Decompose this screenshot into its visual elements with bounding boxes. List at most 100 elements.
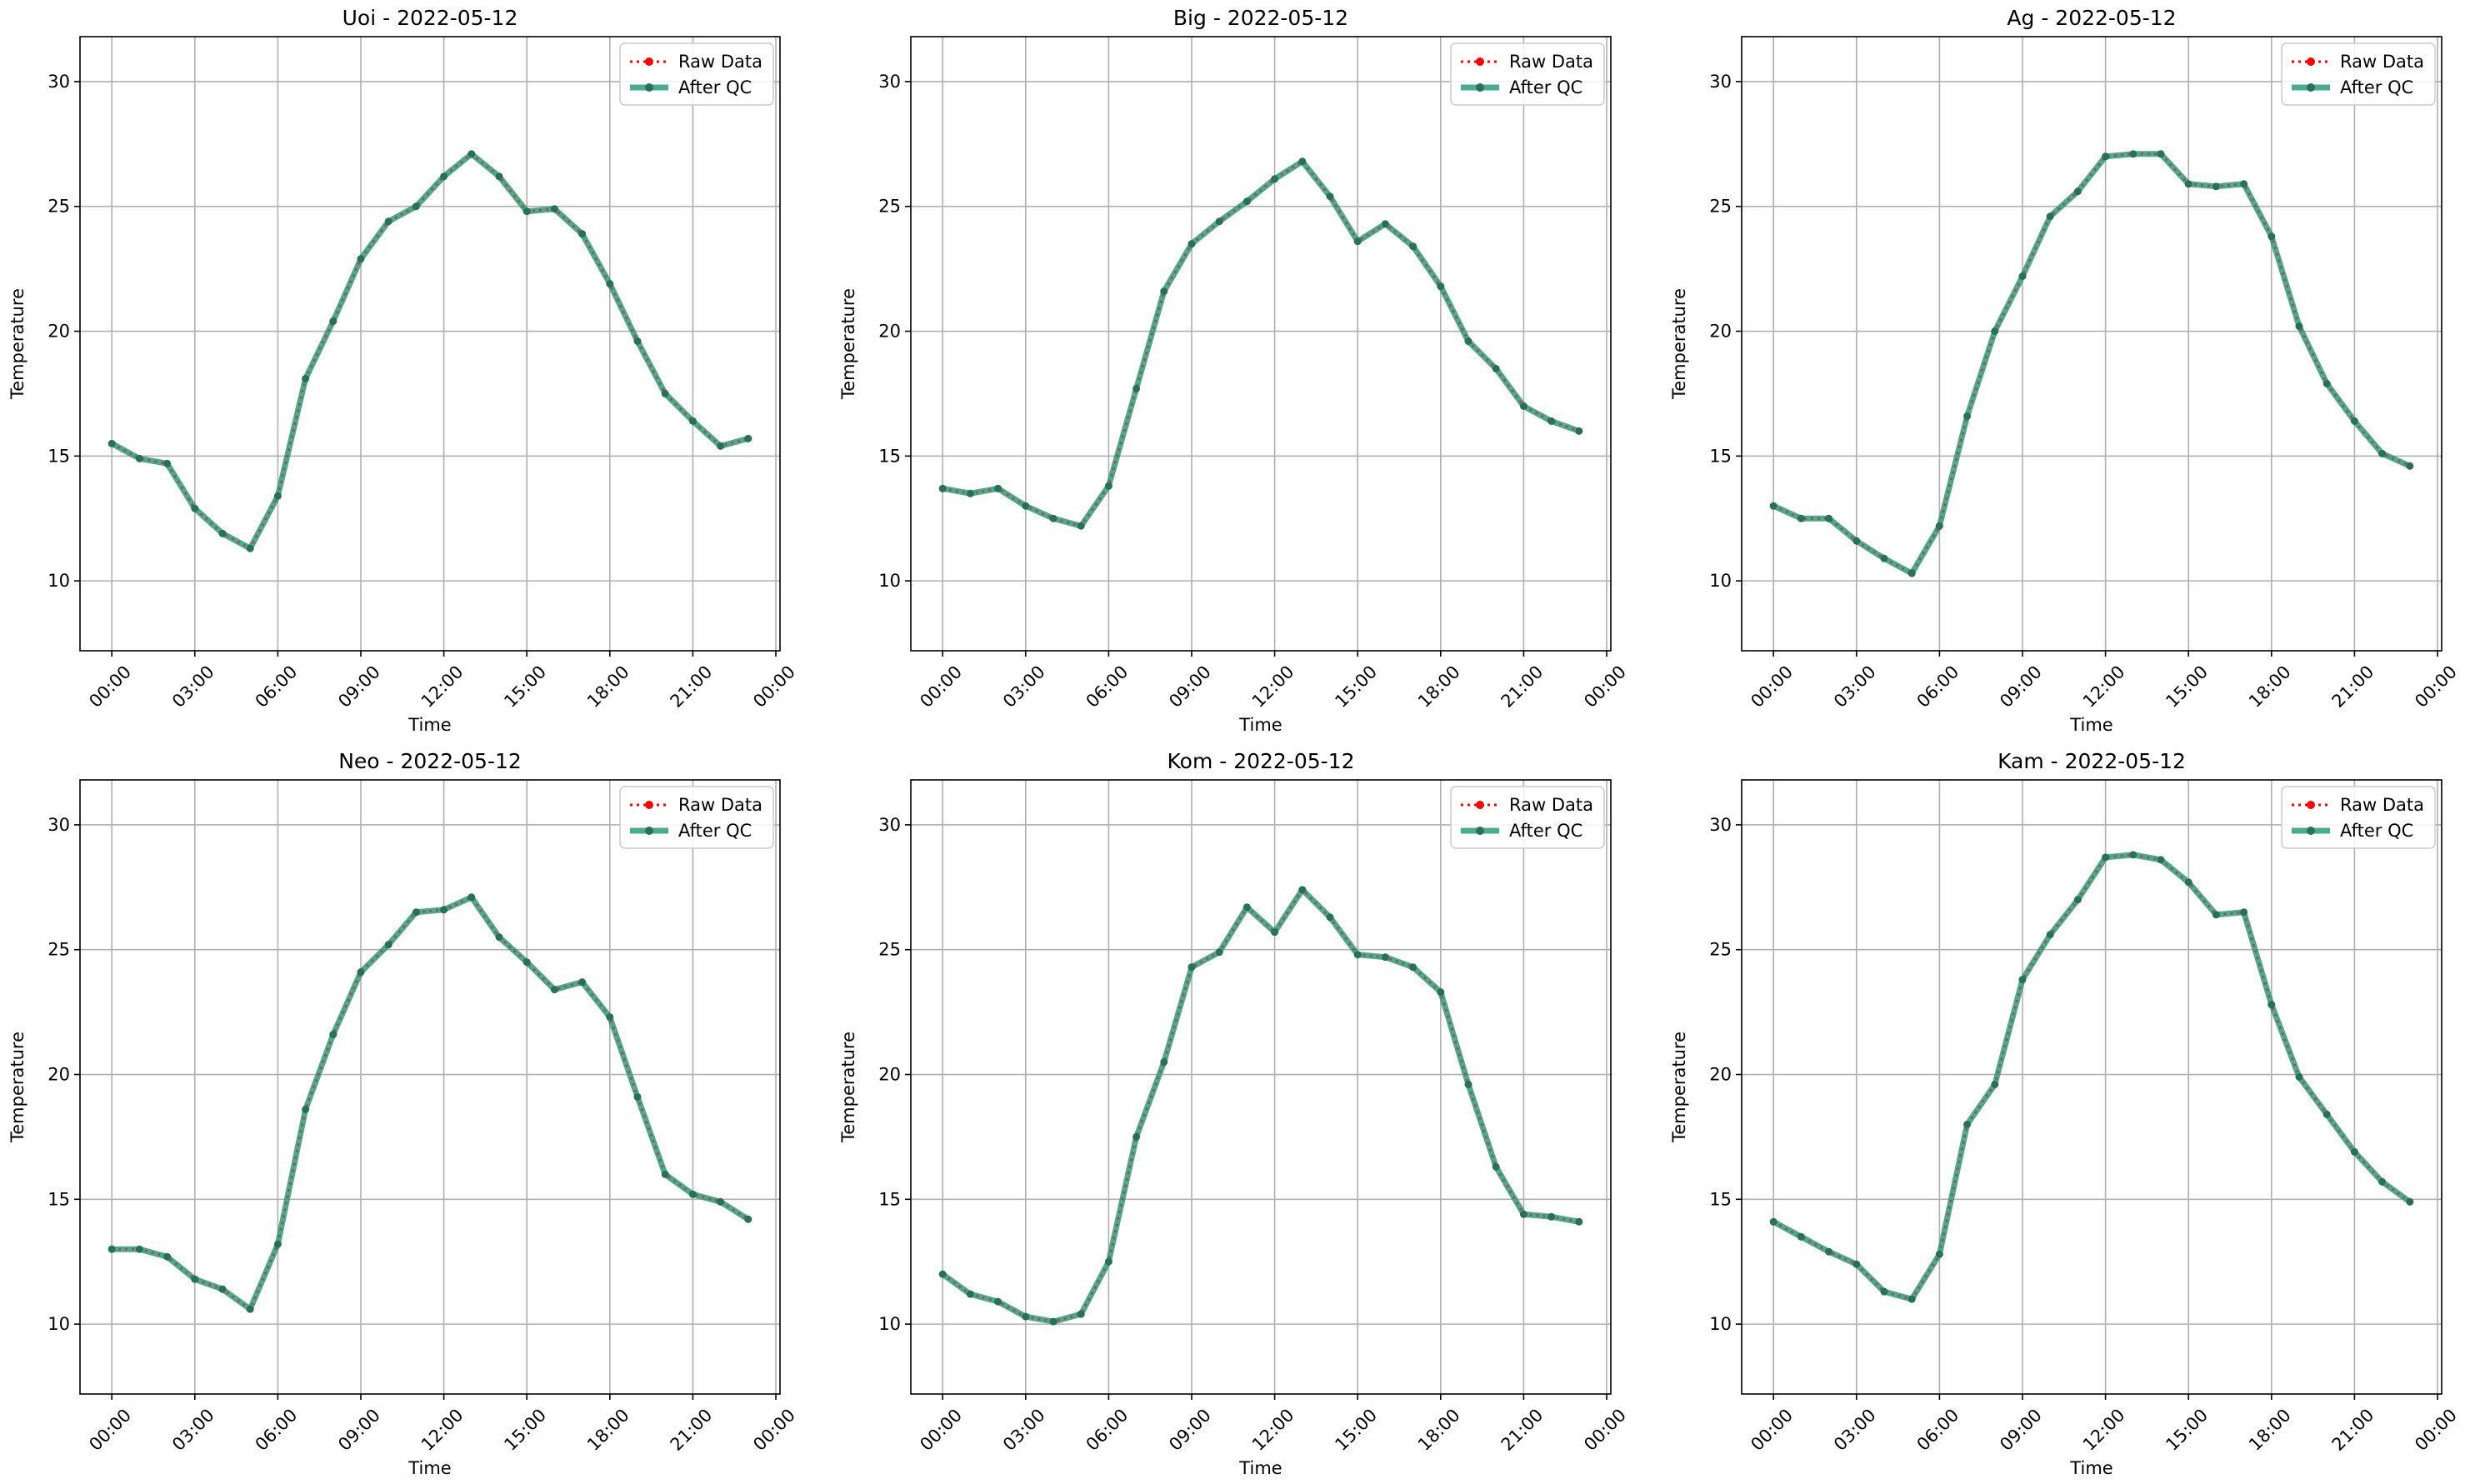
after-qc-point bbox=[1852, 537, 1861, 545]
axes-frame bbox=[79, 36, 781, 652]
after-qc-point bbox=[2268, 1001, 2276, 1009]
x-tick-label: 09:00 bbox=[1165, 1405, 1215, 1455]
after-qc-point bbox=[495, 172, 503, 181]
after-qc-point bbox=[246, 544, 254, 552]
y-axis-label: Temperature bbox=[8, 288, 28, 400]
y-tick-label: 30 bbox=[878, 72, 901, 92]
after-qc-line bbox=[1770, 852, 2413, 1302]
after-qc-point bbox=[273, 492, 282, 500]
after-qc-point bbox=[994, 1297, 1002, 1306]
y-tick-label: 10 bbox=[878, 1314, 901, 1334]
x-tick-label: 03:00 bbox=[168, 1405, 218, 1455]
after-qc-point bbox=[2268, 232, 2276, 241]
x-tick-label: 09:00 bbox=[334, 1405, 384, 1455]
x-tick-label: 09:00 bbox=[1996, 662, 2046, 712]
after-qc-point bbox=[1132, 1132, 1141, 1141]
after-qc-point bbox=[1935, 1250, 1943, 1258]
x-axis-label: Time bbox=[1238, 715, 1282, 735]
after-qc-point bbox=[468, 893, 476, 902]
after-qc-point bbox=[1880, 1287, 1888, 1296]
after-qc-point bbox=[440, 172, 448, 181]
after-qc-point bbox=[302, 1105, 310, 1113]
after-qc-point bbox=[1271, 175, 1279, 183]
x-tick-label: 03:00 bbox=[1830, 1405, 1880, 1455]
after-qc-point bbox=[1409, 963, 1418, 972]
after-qc-point bbox=[440, 906, 448, 914]
x-axis-label: Time bbox=[408, 1458, 451, 1478]
after-qc-point bbox=[108, 439, 116, 447]
after-qc-point bbox=[1464, 337, 1472, 346]
raw-data-line bbox=[942, 887, 1580, 1323]
after-qc-point bbox=[1132, 384, 1141, 392]
x-tick-label: 06:00 bbox=[252, 1405, 302, 1455]
after-qc-point bbox=[744, 1215, 752, 1223]
y-tick-label: 25 bbox=[48, 940, 70, 960]
after-qc-point bbox=[1271, 928, 1279, 937]
x-tick-label: 12:00 bbox=[1248, 662, 1298, 712]
legend-qc-marker bbox=[645, 827, 653, 835]
y-tick-label: 10 bbox=[1709, 571, 1732, 591]
legend: Raw Data After QC bbox=[2281, 786, 2436, 849]
after-qc-point bbox=[1049, 514, 1058, 522]
y-tick-label: 15 bbox=[1709, 446, 1732, 466]
after-qc-point bbox=[633, 337, 642, 346]
legend-raw-marker bbox=[1476, 801, 1484, 809]
after-qc-point bbox=[412, 908, 420, 917]
after-qc-point bbox=[1963, 1120, 1972, 1128]
after-qc-point bbox=[1492, 1162, 1500, 1171]
axes-frame bbox=[910, 36, 1612, 652]
after-qc-point bbox=[1991, 327, 1999, 336]
after-qc-line bbox=[939, 158, 1582, 529]
after-qc-point bbox=[2046, 212, 2054, 221]
after-qc-point bbox=[246, 1305, 254, 1313]
after-qc-point bbox=[1991, 1081, 1999, 1089]
subplot-kom: 00:00 03:00 06:00 09:00 12:00 15:00 18:00 21:00… bbox=[838, 749, 1630, 1478]
y-tick-label: 25 bbox=[878, 197, 901, 217]
y-tick-label: 20 bbox=[48, 322, 70, 342]
after-qc-point bbox=[1908, 569, 1916, 577]
x-tick-label: 00:00 bbox=[2411, 1405, 2461, 1455]
after-qc-point bbox=[578, 978, 587, 987]
after-qc-point bbox=[661, 389, 669, 397]
raw-data-line bbox=[1772, 853, 2411, 1301]
x-tick-label: 00:00 bbox=[85, 662, 135, 712]
x-tick-label: 18:00 bbox=[2245, 662, 2295, 712]
after-qc-point bbox=[2157, 150, 2165, 158]
after-qc-point bbox=[1022, 502, 1030, 510]
x-tick-label: 18:00 bbox=[583, 662, 633, 712]
x-tick-label: 00:00 bbox=[916, 1405, 966, 1455]
x-tick-label: 03:00 bbox=[999, 662, 1049, 712]
legend-qc-marker bbox=[1476, 83, 1484, 92]
y-tick-label: 25 bbox=[1709, 940, 1732, 960]
x-tick-label: 06:00 bbox=[252, 662, 302, 712]
after-qc-point bbox=[2129, 851, 2138, 859]
x-tick-label: 03:00 bbox=[168, 662, 218, 712]
after-qc-point bbox=[495, 933, 503, 942]
after-qc-point bbox=[1077, 522, 1085, 530]
after-qc-line bbox=[1770, 151, 2413, 577]
subplot-kam: 00:00 03:00 06:00 09:00 12:00 15:00 18:00 21:00… bbox=[1669, 749, 2461, 1478]
after-qc-point bbox=[744, 434, 752, 442]
after-qc-point bbox=[2102, 152, 2110, 161]
after-qc-point bbox=[606, 1013, 614, 1022]
after-qc-point bbox=[633, 1092, 642, 1101]
x-tick-label: 00:00 bbox=[1747, 1405, 1797, 1455]
x-tick-label: 18:00 bbox=[1414, 1405, 1464, 1455]
after-qc-point bbox=[191, 1275, 199, 1283]
x-tick-label: 03:00 bbox=[1830, 662, 1880, 712]
after-qc-point bbox=[522, 207, 531, 216]
raw-data-line bbox=[1772, 152, 2411, 576]
after-qc-point bbox=[2295, 1073, 2303, 1082]
y-axis-label: Temperature bbox=[838, 288, 858, 400]
y-tick-label: 30 bbox=[48, 72, 70, 92]
after-qc-point bbox=[357, 255, 365, 263]
x-tick-label: 21:00 bbox=[667, 662, 717, 712]
after-qc-point bbox=[1215, 948, 1223, 957]
y-tick-label: 25 bbox=[878, 940, 901, 960]
legend-raw-marker bbox=[2307, 57, 2315, 66]
axes-frame bbox=[79, 779, 781, 1395]
after-qc-point bbox=[2350, 417, 2358, 425]
after-qc-point bbox=[2129, 150, 2138, 158]
y-tick-label: 20 bbox=[878, 1065, 901, 1085]
